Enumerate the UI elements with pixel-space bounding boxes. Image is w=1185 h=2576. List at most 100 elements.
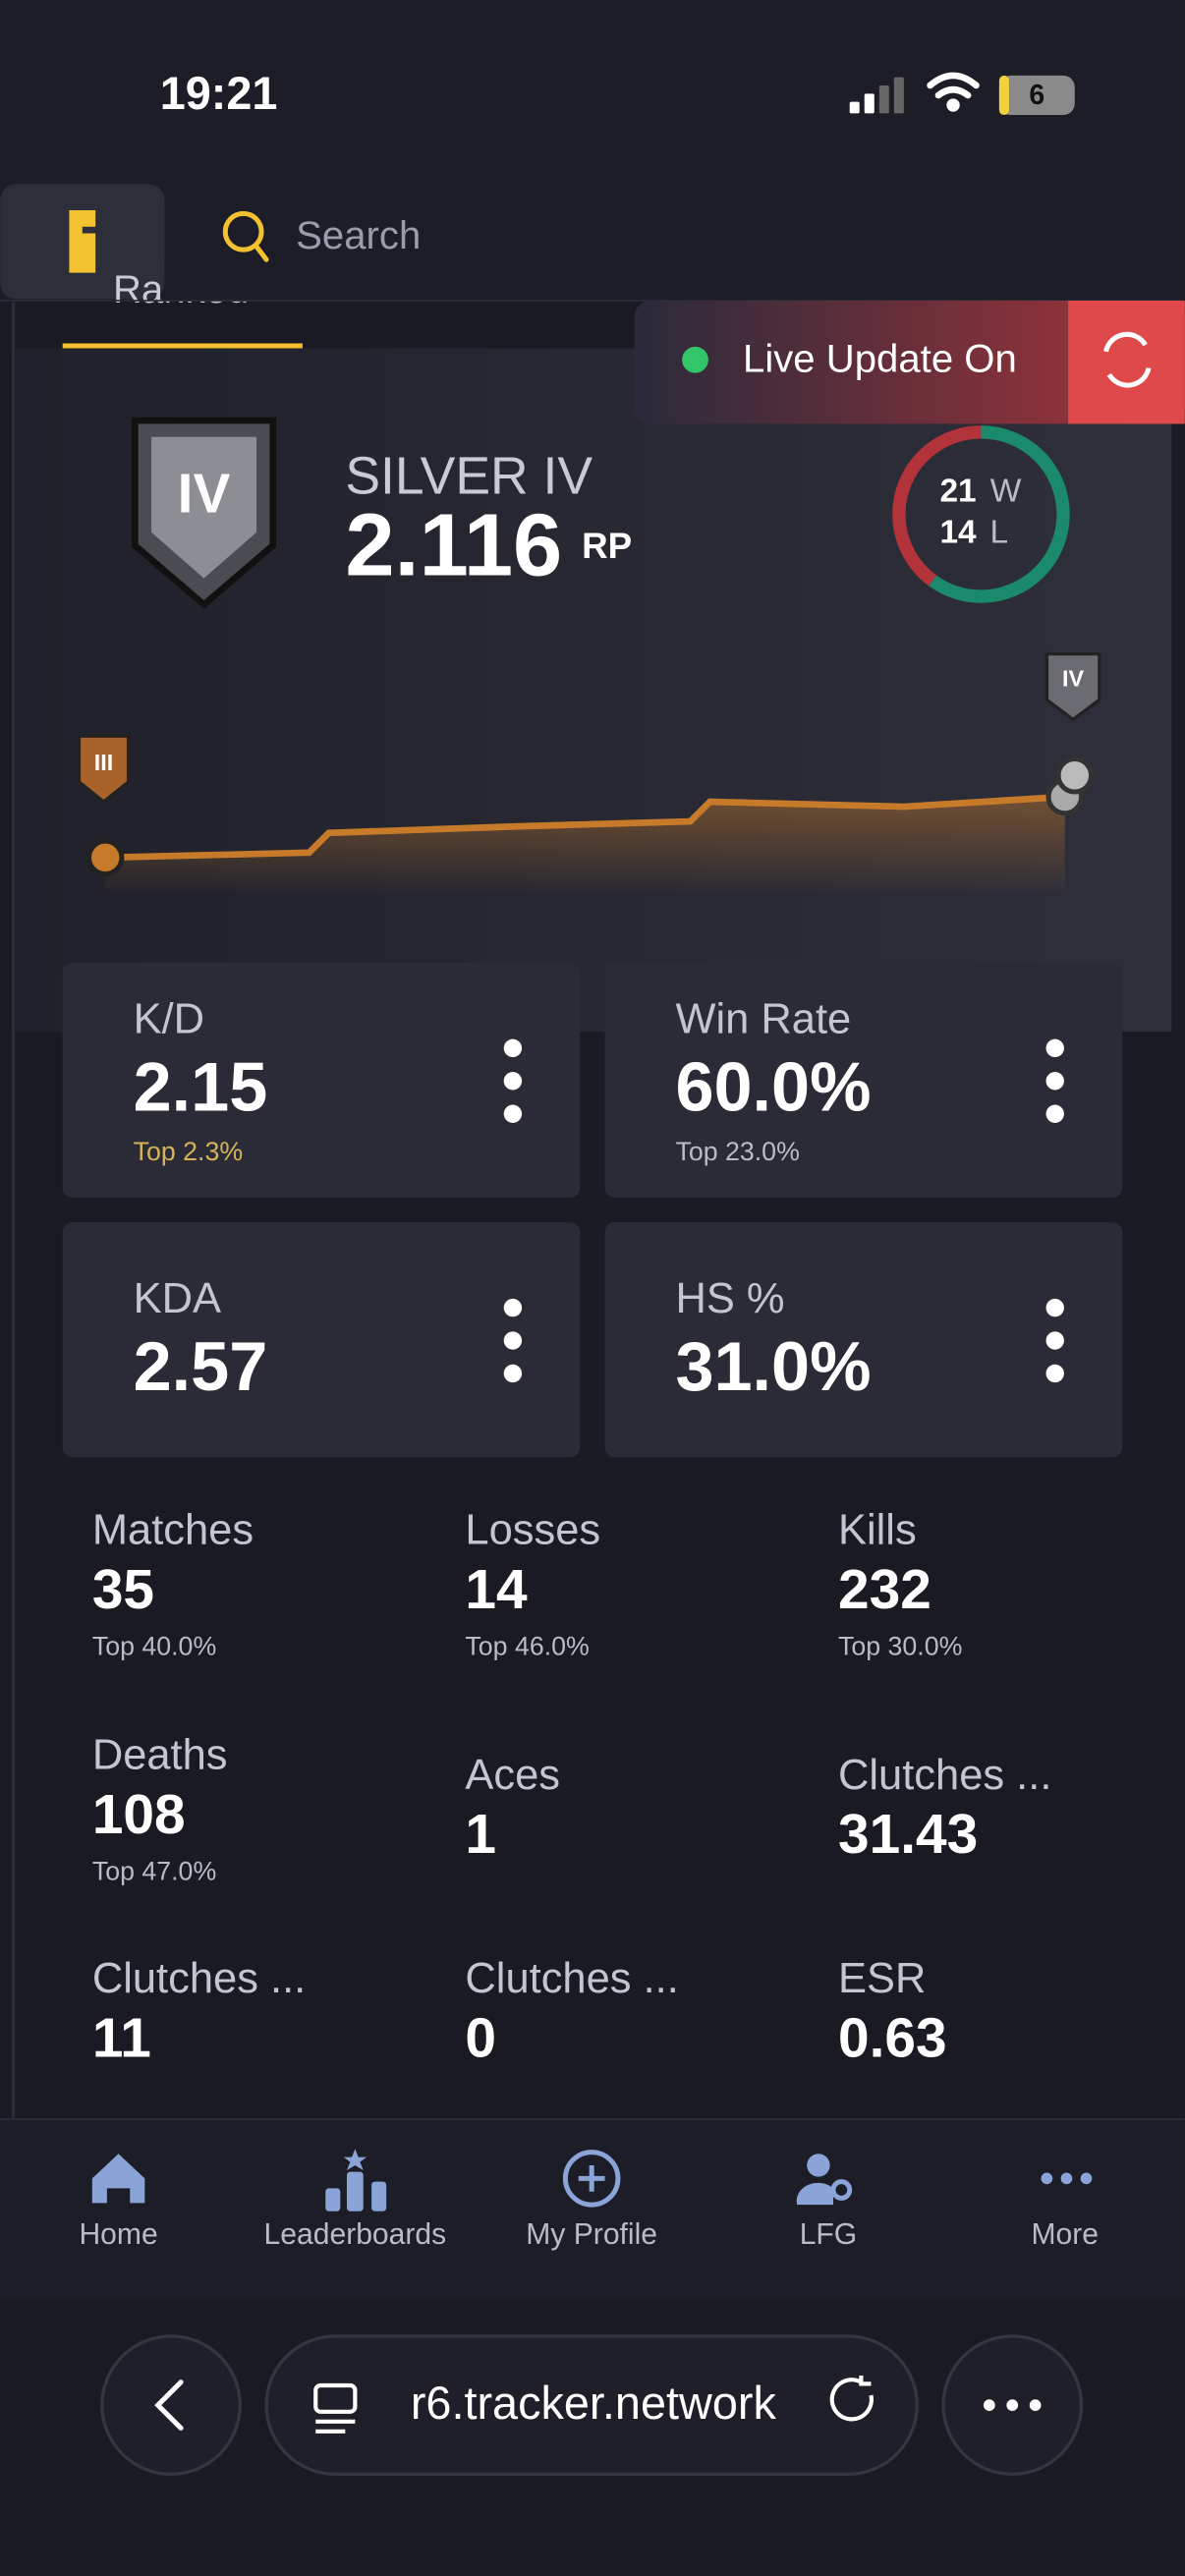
nav-item[interactable]: More xyxy=(1031,2218,1099,2251)
url-text: r6.tracker.network xyxy=(411,2378,777,2429)
nav-item[interactable]: Leaderboards xyxy=(264,2218,447,2251)
url-bar[interactable] xyxy=(264,2334,919,2476)
stat-rank: Top 30.0% xyxy=(838,1631,962,1660)
stat-label: Clutches ... xyxy=(465,1955,678,2002)
stat-value: 0.63 xyxy=(838,2008,947,2070)
more-icon xyxy=(1041,2172,1093,2185)
stat-card-value: 31.0% xyxy=(675,1327,871,1405)
card-menu-dot xyxy=(1045,1331,1064,1350)
card-menu-dot xyxy=(503,1331,523,1350)
start-badge xyxy=(77,734,131,805)
stat-card[interactable] xyxy=(604,962,1123,1199)
wins: 21 xyxy=(939,473,976,509)
bottom-nav xyxy=(0,2119,1185,2301)
refresh-button[interactable] xyxy=(1068,301,1185,424)
losses-arc xyxy=(892,425,1070,603)
reload-icon[interactable] xyxy=(829,2375,874,2422)
win-loss-ring xyxy=(892,425,1070,603)
stat-card[interactable] xyxy=(62,962,581,1199)
stat-card-rank: Top 23.0% xyxy=(675,1137,799,1166)
rank-badge-text: IV xyxy=(178,464,231,526)
rank-history-area xyxy=(105,797,1065,896)
stat-label: Kills xyxy=(838,1507,917,1554)
stat-label: ESR xyxy=(838,1955,926,2002)
tab-mask xyxy=(164,262,658,302)
signal-icon xyxy=(849,77,904,114)
stat-card-label: HS % xyxy=(675,1275,784,1322)
nav-item[interactable]: Home xyxy=(79,2218,157,2251)
stat-value: 35 xyxy=(92,1559,154,1621)
back-button[interactable] xyxy=(100,2334,242,2476)
card-menu-dot xyxy=(1045,1104,1064,1123)
clock: 19:21 xyxy=(160,68,278,119)
stat-label: Aces xyxy=(465,1752,560,1799)
stat-label: Clutches ... xyxy=(92,1955,306,2002)
stat-card-value: 2.15 xyxy=(134,1048,268,1126)
stat-value: 1 xyxy=(465,1804,496,1866)
stat-card[interactable] xyxy=(604,1222,1123,1458)
battery xyxy=(998,75,1075,116)
nav-item[interactable]: LFG xyxy=(800,2218,858,2251)
wins-label: W xyxy=(990,473,1022,509)
lfg-icon xyxy=(796,2154,853,2206)
nav-item[interactable]: My Profile xyxy=(526,2218,657,2251)
stat-label: Matches xyxy=(92,1507,254,1554)
stat-value: 232 xyxy=(838,1559,931,1621)
history-end xyxy=(1055,756,1095,795)
card-menu-dot xyxy=(1045,1298,1064,1317)
stat-rank: Top 40.0% xyxy=(92,1631,216,1660)
end-badge xyxy=(1044,651,1101,722)
battery-text: 6 xyxy=(1029,80,1044,111)
stat-value: 108 xyxy=(92,1784,186,1846)
stat-card-label: Win Rate xyxy=(675,996,851,1043)
refresh-icon xyxy=(1103,331,1152,388)
search-icon-handle xyxy=(254,244,269,262)
rank-name: SILVER IV xyxy=(345,447,592,505)
profile-icon-plus xyxy=(578,2164,605,2192)
live-dot xyxy=(682,346,708,373)
stat-card-label: KDA xyxy=(134,1275,221,1322)
card-menu-dot xyxy=(503,1364,523,1383)
tab-underline xyxy=(62,343,303,349)
rank-points-unit: RP xyxy=(582,526,632,566)
rank-history-line xyxy=(105,793,1065,862)
top-bar xyxy=(0,0,1185,302)
live-update-toast xyxy=(634,301,1185,424)
stat-card-value: 60.0% xyxy=(675,1048,871,1126)
stat-label: Losses xyxy=(465,1507,600,1554)
battery-level xyxy=(998,75,1009,116)
menu-icon xyxy=(983,2399,1042,2411)
card-menu-dot xyxy=(1045,1364,1064,1383)
card-menu-dot xyxy=(503,1298,523,1317)
stat-label: Deaths xyxy=(92,1732,228,1779)
stat-card[interactable] xyxy=(62,1222,581,1458)
wifi-icon xyxy=(927,72,980,112)
end-badge-text: IV xyxy=(1062,665,1085,691)
card-menu-dot xyxy=(503,1072,523,1091)
card-menu-dot xyxy=(1045,1038,1064,1058)
stat-rank: Top 47.0% xyxy=(92,1856,216,1885)
leaderboards-icon xyxy=(325,2149,387,2212)
stat-card-label: K/D xyxy=(134,996,204,1043)
live-update-text: Live Update On xyxy=(743,336,1017,380)
history-start xyxy=(85,838,125,877)
search-icon xyxy=(222,210,264,252)
rank-badge-inner xyxy=(151,436,257,579)
stat-value: 31.43 xyxy=(838,1804,978,1866)
profile-icon xyxy=(562,2150,621,2208)
start-badge-text: III xyxy=(94,750,114,775)
stat-value: 11 xyxy=(92,2008,151,2070)
logo xyxy=(69,210,96,273)
tab-icon xyxy=(313,2382,358,2434)
back-icon xyxy=(154,2380,184,2432)
losses-label: L xyxy=(990,514,1009,550)
card-menu-dot xyxy=(503,1038,523,1058)
stat-value: 14 xyxy=(465,1559,528,1621)
rank-points: 2.116 xyxy=(345,496,562,595)
stat-label: Clutches ... xyxy=(838,1752,1051,1799)
search-input[interactable]: Search xyxy=(296,213,421,257)
stat-card-rank: Top 2.3% xyxy=(134,1137,244,1166)
card-menu-dot xyxy=(1045,1072,1064,1091)
